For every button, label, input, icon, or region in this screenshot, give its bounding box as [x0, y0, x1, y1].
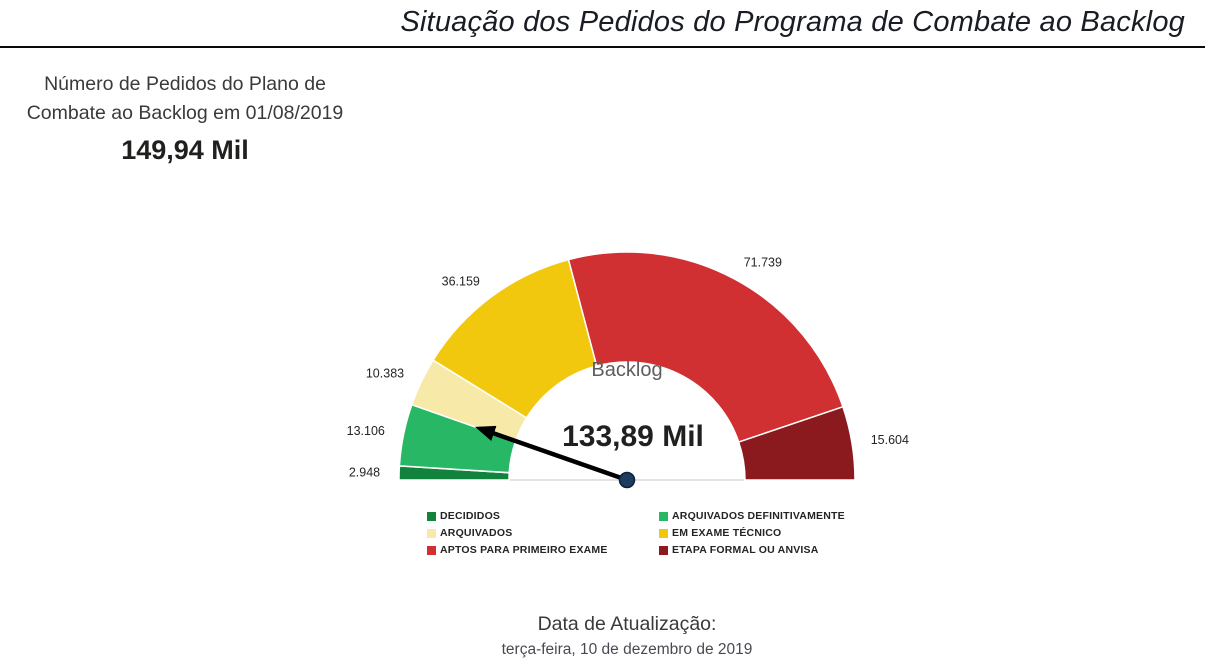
legend-swatch-icon	[659, 545, 668, 555]
legend-item-0[interactable]: DECIDIDOS	[427, 509, 659, 523]
legend-swatch-icon	[427, 545, 436, 555]
legend-item-3[interactable]: EM EXAME TÉCNICO	[659, 526, 845, 540]
gauge-data-label: 2.948	[349, 465, 380, 479]
gauge-data-label: 71.739	[744, 255, 782, 269]
legend-swatch-icon	[427, 528, 436, 538]
gauge-data-label: 13.106	[347, 424, 385, 438]
legend-label: APTOS PARA PRIMEIRO EXAME	[440, 544, 608, 556]
legend-swatch-icon	[427, 511, 436, 521]
gauge-segment-4[interactable]	[567, 251, 844, 444]
gauge-center-title: Backlog	[591, 359, 662, 381]
kpi-title-line2: Combate ao Backlog em 01/08/2019	[26, 102, 344, 124]
legend-swatch-icon	[659, 511, 668, 521]
legend-label: ARQUIVADOS	[440, 527, 513, 539]
gauge-segment-5[interactable]	[737, 405, 856, 481]
kpi-card: Número de Pedidos do Plano de Combate ao…	[4, 70, 366, 166]
gauge-data-label: 15.604	[871, 433, 909, 447]
kpi-value: 149,94 Mil	[121, 135, 249, 165]
legend-label: ETAPA FORMAL OU ANVISA	[672, 544, 819, 556]
gauge-needle-value: 133,89 Mil	[562, 420, 704, 453]
gauge-data-label: 10.383	[366, 367, 404, 381]
gauge-needle	[475, 425, 628, 483]
legend-item-2[interactable]: ARQUIVADOS	[427, 526, 659, 540]
chart-legend: DECIDIDOS ARQUIVADOS DEFINITIVAMENTE ARQUI…	[427, 509, 845, 557]
legend-item-4[interactable]: APTOS PARA PRIMEIRO EXAME	[427, 543, 659, 557]
legend-label: EM EXAME TÉCNICO	[672, 527, 782, 539]
legend-item-5[interactable]: ETAPA FORMAL OU ANVISA	[659, 543, 845, 557]
legend-label: DECIDIDOS	[440, 510, 501, 522]
gauge-chart-container: 2.948 13.106 10.383 36.159 71.739 15.604 Backl…	[297, 228, 957, 490]
update-date-label: Data de Atualização:	[537, 613, 717, 635]
legend-swatch-icon	[659, 528, 668, 538]
gauge-data-label: 36.159	[442, 275, 480, 289]
legend-label: ARQUIVADOS DEFINITIVAMENTE	[672, 510, 845, 522]
report-title: Situação dos Pedidos do Programa de Comb…	[400, 6, 1185, 38]
kpi-title: Número de Pedidos do Plano de Combate ao…	[4, 70, 366, 128]
legend-item-1[interactable]: ARQUIVADOS DEFINITIVAMENTE	[659, 509, 845, 523]
gauge-needle-pivot	[618, 471, 636, 489]
update-date-value: terça-feira, 10 de dezembro de 2019	[501, 641, 753, 658]
footer: Data de Atualização: terça-feira, 10 de …	[327, 613, 927, 659]
title-underline	[0, 46, 1205, 48]
gauge-chart: 2.948 13.106 10.383 36.159 71.739 15.604 Backl…	[347, 251, 909, 489]
kpi-title-line1: Número de Pedidos do Plano de	[44, 73, 326, 95]
